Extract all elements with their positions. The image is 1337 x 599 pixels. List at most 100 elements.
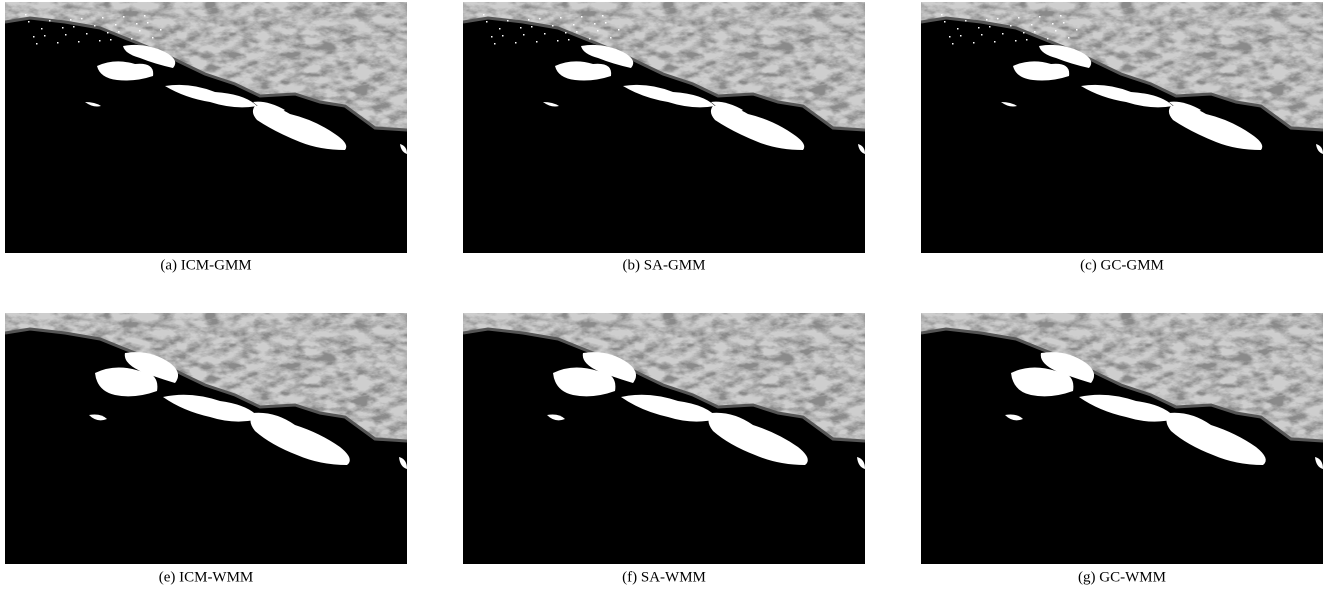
speckle [70,19,72,21]
speckle [36,43,38,45]
speckle [152,37,154,39]
figure-panel [5,2,407,253]
speckle [499,28,501,30]
speckle [494,43,496,45]
speckle [102,17,104,19]
speckle [952,43,954,45]
speckle [483,14,485,16]
speckle [131,38,133,40]
speckle [110,39,112,41]
speckle [1076,29,1078,31]
speckle [610,37,612,39]
speckle [1002,33,1004,35]
speckle [28,21,30,23]
speckle [33,36,35,38]
speckle [115,24,117,26]
speckle [507,20,509,22]
speckle [597,30,599,32]
speckle [523,34,525,36]
speckle [602,15,604,17]
speckle [144,15,146,17]
speckle [994,41,996,43]
speckle [1060,15,1062,17]
panel-caption: (b) SA-GMM [623,257,706,273]
figure: (a) ICM-GMM (b) SA-GMM (c) GC-GMM (e) ICM-W… [0,0,1337,599]
speckle [486,21,488,23]
speckle [618,29,620,31]
panel-caption: (a) ICM-GMM [160,257,251,273]
speckle [118,31,120,33]
speckle [973,42,975,44]
segmentation-image [463,313,865,564]
speckle [1052,23,1054,25]
speckle [25,14,27,16]
speckle [123,16,125,18]
speckle [62,27,64,29]
speckle [573,24,575,26]
speckle [65,34,67,36]
speckle [86,33,88,35]
segmentation-image [463,2,865,253]
figure-panel [921,2,1323,253]
speckle [941,14,943,16]
speckle [139,30,141,32]
speckle [1026,39,1028,41]
speckle [536,41,538,43]
speckle [589,38,591,40]
speckle [949,36,951,38]
speckle [1047,38,1049,40]
speckle [94,25,96,27]
speckle [1055,30,1057,32]
figure-panel [463,2,865,253]
speckle [1010,25,1012,27]
speckle [1068,37,1070,39]
speckle [73,26,75,28]
speckle [107,32,109,34]
speckle [989,26,991,28]
panel-caption: (c) GC-GMM [1080,257,1164,273]
speckle [581,16,583,18]
speckle [147,22,149,24]
speckle [576,31,578,33]
speckle [544,33,546,35]
segmentation-image [5,313,407,564]
speckle [552,25,554,27]
speckle [605,22,607,24]
speckle [594,23,596,25]
speckle [528,19,530,21]
speckle [49,20,51,22]
speckle [531,26,533,28]
speckle [981,34,983,36]
speckle [978,27,980,29]
speckle [1034,31,1036,33]
speckle [560,17,562,19]
speckle [997,18,999,20]
figure-panel [463,313,865,564]
speckle [99,40,101,42]
speckle [1063,22,1065,24]
speckle [565,32,567,34]
segmentation-image [5,2,407,253]
speckle [1018,17,1020,19]
speckle [1031,24,1033,26]
speckle [136,23,138,25]
speckle [1039,16,1041,18]
speckle [57,42,59,44]
panel-caption: (f) SA-WMM [622,569,706,585]
speckle [515,42,517,44]
panel-caption: (e) ICM-WMM [159,569,254,585]
speckle [1023,32,1025,34]
speckle [41,28,43,30]
speckle [557,40,559,42]
speckle [160,29,162,31]
speckle [957,28,959,30]
speckle [944,21,946,23]
figure-panel [5,313,407,564]
speckle [568,39,570,41]
segmentation-image [921,2,1323,253]
speckle [986,19,988,21]
panel-caption: (g) GC-WMM [1078,569,1166,585]
speckle [520,27,522,29]
speckle [44,35,46,37]
speckle [491,36,493,38]
